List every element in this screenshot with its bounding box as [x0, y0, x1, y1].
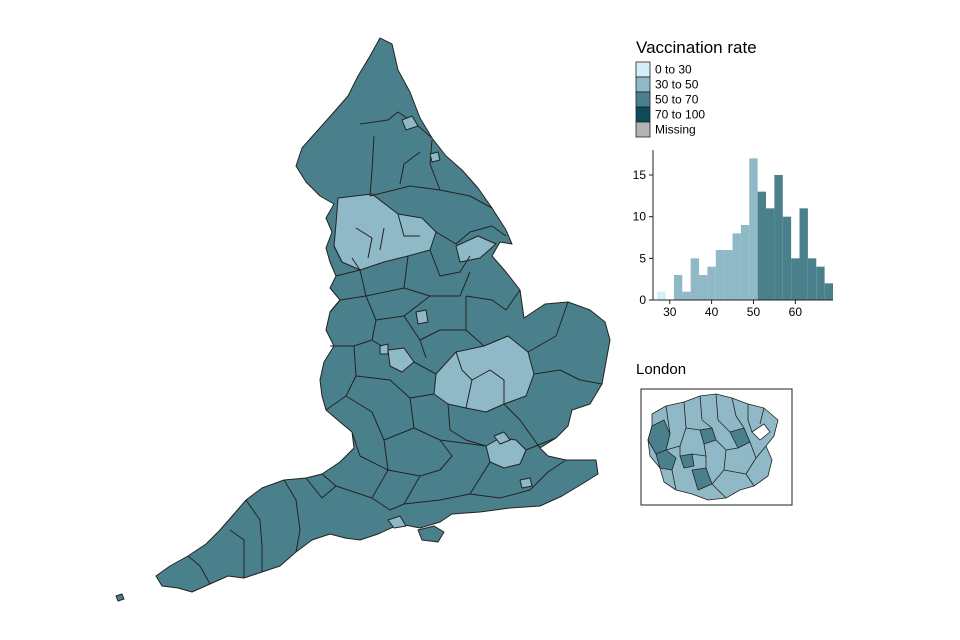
- histogram-bar: [690, 258, 700, 300]
- x-tick-label: 40: [705, 305, 719, 319]
- histogram-bar: [699, 275, 708, 300]
- y-tick-label: 15: [633, 168, 647, 182]
- london-borough-west-2: [655, 449, 677, 471]
- legend-swatch: [635, 106, 651, 123]
- london-borough-south-2: [679, 453, 695, 469]
- histogram-chart: 0 5 10 15 30 40 50 60: [633, 150, 833, 319]
- histogram-bar: [732, 233, 741, 300]
- y-tick-label: 10: [633, 210, 647, 224]
- legend-label: 50 to 70: [655, 93, 699, 107]
- histogram-bar: [740, 225, 750, 300]
- histogram-bar: [774, 175, 783, 300]
- legend-label: 30 to 50: [655, 78, 699, 92]
- histogram-bar: [715, 250, 725, 300]
- histogram-bar: [791, 258, 800, 300]
- legend-swatch: [635, 121, 651, 138]
- legend-swatch: [635, 76, 651, 93]
- legend-swatch: [635, 61, 651, 78]
- histogram-bars: [657, 158, 833, 300]
- x-tick-label: 60: [789, 305, 803, 319]
- legend-swatch: [635, 91, 651, 108]
- london-thames: [751, 423, 771, 441]
- isle-of-wight: [417, 525, 445, 543]
- histogram-bar: [824, 283, 833, 300]
- histogram-bar: [782, 216, 792, 300]
- region-portsmouth: [387, 515, 407, 529]
- histogram-bar: [799, 208, 808, 300]
- london-borough-borders: [665, 393, 767, 499]
- x-tick-label: 30: [663, 305, 677, 319]
- histogram-bar: [724, 250, 733, 300]
- region-hull: [455, 235, 497, 263]
- london-boroughs: [647, 393, 779, 501]
- london-inset: London: [636, 361, 793, 506]
- england-map: [115, 37, 611, 602]
- histogram-bar: [657, 291, 666, 300]
- x-tick-label: 50: [747, 305, 761, 319]
- histogram-bar: [707, 266, 716, 300]
- histogram-bar: [816, 266, 825, 300]
- authority-borders: [187, 111, 603, 585]
- london-title: London: [636, 361, 686, 378]
- y-tick-label: 0: [639, 293, 646, 307]
- y-tick-label: 5: [639, 251, 646, 265]
- region-west-midlands: [387, 347, 415, 373]
- legend-label: 0 to 30: [655, 63, 692, 77]
- histogram-bar: [807, 258, 817, 300]
- isles-of-scilly: [115, 593, 125, 602]
- histogram-bar: [673, 275, 683, 300]
- histogram-bar: [749, 158, 758, 300]
- histogram-axes: 0 5 10 15 30 40 50 60: [633, 150, 833, 319]
- legend-label: Missing: [655, 123, 696, 137]
- small-light-authorities: [379, 115, 533, 489]
- legend-label: 70 to 100: [655, 108, 705, 122]
- histogram-bar: [682, 291, 691, 300]
- histogram-bar: [757, 191, 767, 300]
- legend-title: Vaccination rate: [636, 38, 757, 57]
- histogram-bar: [766, 208, 775, 300]
